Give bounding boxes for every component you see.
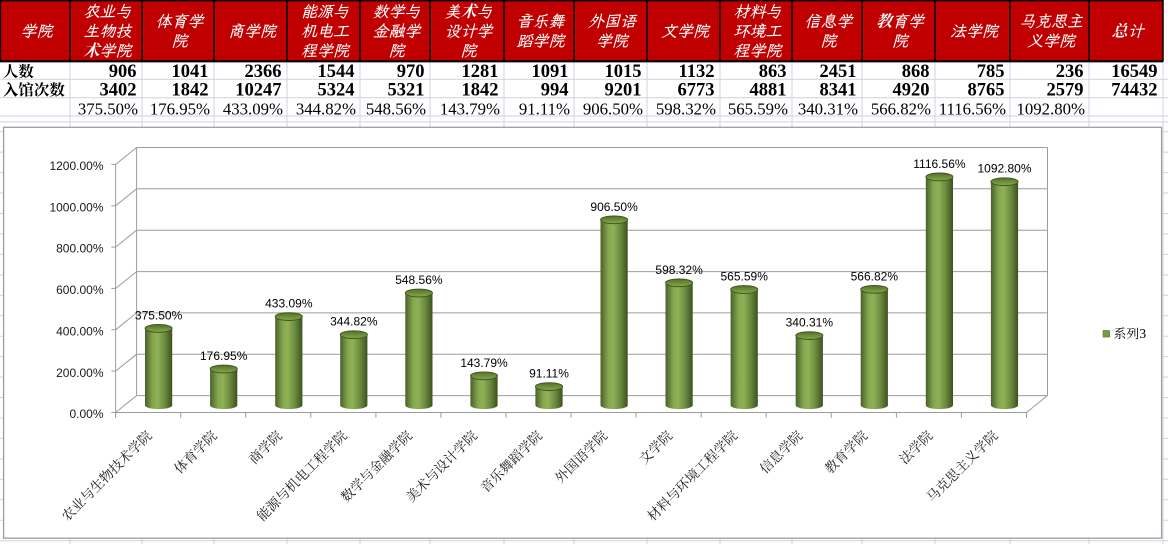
svg-text:340.31%: 340.31%: [786, 316, 834, 330]
svg-text:1116.56%: 1116.56%: [913, 157, 966, 171]
svg-text:1015: 1015: [605, 62, 642, 82]
svg-text:3: 3: [1139, 326, 1146, 341]
svg-text:5324: 5324: [318, 80, 355, 100]
svg-text:5321: 5321: [388, 80, 425, 100]
svg-text:8765: 8765: [968, 80, 1005, 100]
svg-text:970: 970: [397, 62, 425, 82]
svg-text:548.56%: 548.56%: [395, 273, 443, 287]
svg-text:176.95%: 176.95%: [200, 349, 248, 363]
svg-text:9201: 9201: [605, 80, 642, 100]
svg-text:1092.80%: 1092.80%: [1016, 99, 1085, 118]
svg-text:1132: 1132: [679, 62, 715, 82]
svg-text:375.50%: 375.50%: [135, 308, 183, 322]
svg-text:176.95%: 176.95%: [150, 99, 210, 118]
svg-text:906.50%: 906.50%: [583, 99, 643, 118]
svg-text:1092.80%: 1092.80%: [977, 162, 1031, 176]
svg-text:2451: 2451: [820, 62, 857, 82]
svg-text:91.11%: 91.11%: [529, 367, 569, 381]
svg-text:994: 994: [541, 80, 569, 100]
svg-text:800.00%: 800.00%: [56, 242, 104, 256]
svg-text:600.00%: 600.00%: [56, 283, 104, 297]
svg-text:433.09%: 433.09%: [265, 297, 313, 311]
svg-text:16549: 16549: [1111, 62, 1157, 82]
svg-text:1842: 1842: [172, 80, 209, 100]
svg-text:548.56%: 548.56%: [366, 99, 426, 118]
svg-text:2366: 2366: [245, 62, 282, 82]
svg-text:4920: 4920: [893, 80, 930, 100]
svg-text:3402: 3402: [100, 80, 137, 100]
svg-text:598.32%: 598.32%: [656, 99, 716, 118]
svg-text:565.59%: 565.59%: [728, 99, 788, 118]
svg-text:906: 906: [109, 62, 137, 82]
svg-text:344.82%: 344.82%: [330, 315, 378, 329]
svg-text:1116.56%: 1116.56%: [939, 99, 1006, 118]
svg-text:236: 236: [1056, 62, 1084, 82]
svg-text:565.59%: 565.59%: [721, 270, 769, 284]
svg-text:375.50%: 375.50%: [78, 99, 138, 118]
svg-text:2579: 2579: [1047, 80, 1084, 100]
svg-text:598.32%: 598.32%: [655, 263, 703, 277]
svg-text:344.82%: 344.82%: [296, 99, 356, 118]
svg-text:566.82%: 566.82%: [871, 99, 931, 118]
svg-text:863: 863: [759, 62, 787, 82]
svg-text:74432: 74432: [1111, 80, 1157, 100]
svg-text:1200.00%: 1200.00%: [49, 159, 103, 173]
svg-text:868: 868: [902, 62, 930, 82]
svg-text:785: 785: [977, 62, 1005, 82]
svg-text:6773: 6773: [678, 80, 715, 100]
svg-text:433.09%: 433.09%: [223, 99, 283, 118]
svg-text:566.82%: 566.82%: [851, 269, 899, 283]
svg-text:143.79%: 143.79%: [440, 99, 500, 118]
svg-text:4881: 4881: [750, 80, 787, 100]
svg-text:1842: 1842: [462, 80, 499, 100]
svg-text:1281: 1281: [462, 62, 499, 82]
svg-text:1041: 1041: [172, 62, 209, 82]
svg-text:10247: 10247: [235, 80, 281, 100]
svg-text:200.00%: 200.00%: [56, 366, 104, 380]
svg-text:8341: 8341: [820, 80, 857, 100]
svg-text:1091: 1091: [532, 62, 569, 82]
svg-text:0.00%: 0.00%: [69, 407, 103, 421]
svg-text:143.79%: 143.79%: [460, 356, 508, 370]
svg-text:1544: 1544: [318, 62, 355, 82]
svg-text:340.31%: 340.31%: [798, 99, 858, 118]
svg-text:400.00%: 400.00%: [56, 324, 104, 338]
svg-text:91.11%: 91.11%: [519, 99, 570, 118]
svg-text:1000.00%: 1000.00%: [49, 200, 103, 214]
svg-text:906.50%: 906.50%: [590, 200, 638, 214]
